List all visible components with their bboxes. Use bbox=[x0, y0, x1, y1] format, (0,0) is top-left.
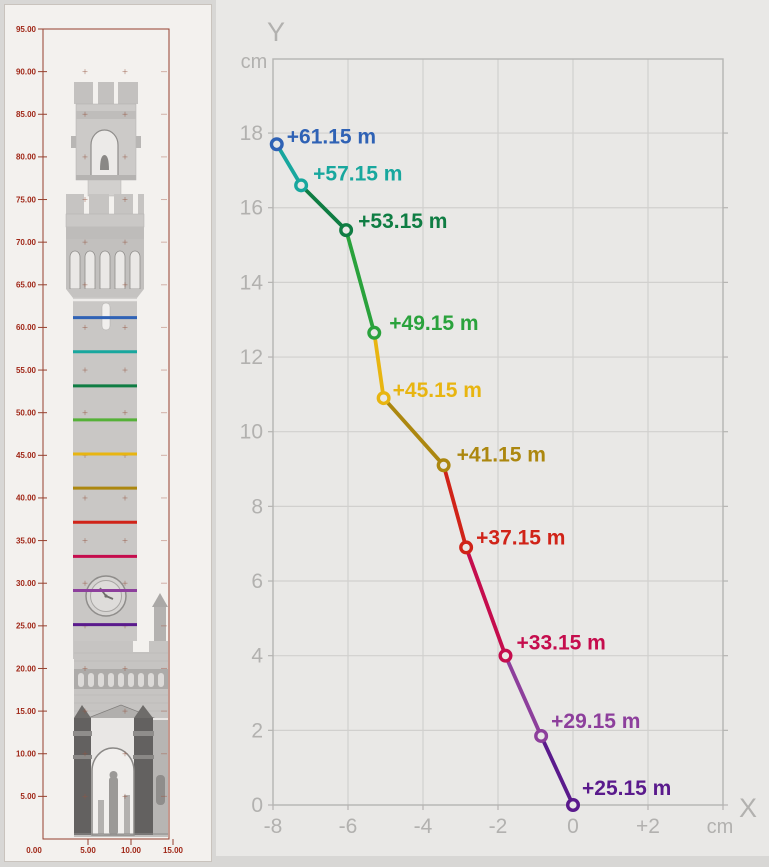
displacement-chart: +25.15 m +29.15 m +33.15 m +37.15 m +41.15 m… bbox=[240, 17, 757, 838]
displacement-segment bbox=[464, 545, 508, 658]
displacement-segment bbox=[344, 228, 377, 335]
displacement-segment bbox=[539, 734, 575, 807]
x-tick-label: -6 bbox=[339, 815, 358, 838]
point-label: +45.15 m bbox=[393, 379, 482, 402]
point-marker bbox=[498, 648, 513, 663]
elevation-label: 80.00 bbox=[16, 153, 37, 162]
y-unit-label: cm bbox=[241, 51, 268, 73]
elevation-label: 70.00 bbox=[16, 238, 37, 247]
point-label: +61.15 m bbox=[287, 125, 376, 148]
point-label: +33.15 m bbox=[517, 632, 606, 655]
displacement-polyline: +25.15 m +29.15 m +33.15 m +37.15 m +41.15 m… bbox=[269, 125, 671, 813]
elevation-label: 30.00 bbox=[16, 579, 37, 588]
elevation-label: 15.00 bbox=[16, 707, 37, 716]
point-label: +25.15 m bbox=[582, 777, 671, 800]
point-label: +49.15 m bbox=[389, 312, 478, 335]
x-axis-title: X bbox=[739, 793, 757, 823]
x-tick-label: -8 bbox=[264, 815, 283, 838]
point-marker bbox=[294, 178, 309, 193]
chart-grid bbox=[273, 59, 723, 805]
elevation-label: 65.00 bbox=[16, 281, 37, 290]
point-label: +29.15 m bbox=[551, 710, 640, 733]
y-axis-title: Y bbox=[267, 17, 285, 47]
point-marker bbox=[566, 798, 581, 813]
elevation-label: 60.00 bbox=[16, 323, 37, 332]
elevation-label: 5.00 bbox=[20, 792, 36, 801]
section-level-lines bbox=[73, 316, 137, 627]
displacement-segment bbox=[372, 330, 386, 401]
elevation-label: 95.00 bbox=[16, 25, 37, 34]
elevation-label: 25.00 bbox=[16, 622, 37, 631]
y-tick-label: 16 bbox=[240, 197, 263, 220]
displacement-segment bbox=[274, 142, 304, 188]
x-tick-label: 0 bbox=[567, 815, 579, 838]
point-marker bbox=[534, 728, 549, 743]
y-tick-label: 18 bbox=[240, 122, 263, 145]
displacement-segment bbox=[441, 463, 469, 550]
survey-grid-marks bbox=[82, 69, 167, 799]
elevation-label: 85.00 bbox=[16, 110, 37, 119]
distance-label: 15.00 bbox=[163, 846, 184, 855]
displacement-chart-panel: +25.15 m +29.15 m +33.15 m +37.15 m +41.15 m… bbox=[216, 0, 769, 856]
elevation-label: 20.00 bbox=[16, 664, 37, 673]
elevation-label: 10.00 bbox=[16, 750, 37, 759]
y-tick-label: 6 bbox=[251, 570, 263, 593]
x-tick-label: -2 bbox=[489, 815, 508, 838]
x-tick-label: +2 bbox=[636, 815, 660, 838]
x-unit-label: cm bbox=[707, 816, 734, 838]
displacement-segment bbox=[503, 653, 544, 738]
elevation-label: 40.00 bbox=[16, 494, 37, 503]
point-label: +57.15 m bbox=[313, 162, 402, 185]
distance-label: 5.00 bbox=[80, 846, 96, 855]
point-marker bbox=[339, 223, 354, 238]
point-label: +37.15 m bbox=[476, 526, 565, 549]
y-tick-label: 4 bbox=[251, 645, 263, 668]
y-tick-label: 8 bbox=[251, 495, 263, 518]
elevation-label: 45.00 bbox=[16, 451, 37, 460]
displacement-segment bbox=[381, 396, 446, 468]
elevation-label: 75.00 bbox=[16, 195, 37, 204]
point-marker bbox=[376, 391, 391, 406]
point-label: +41.15 m bbox=[457, 443, 546, 466]
tower-artwork bbox=[65, 82, 168, 837]
elevation-label: 35.00 bbox=[16, 536, 37, 545]
point-marker bbox=[367, 325, 382, 340]
y-tick-label: 0 bbox=[251, 794, 263, 817]
tower-elevation-panel: 95.00 90.00 85.00 80.00 75.00 70.00 65.00 60.00… bbox=[4, 4, 212, 862]
point-marker bbox=[459, 540, 474, 555]
elevation-axis: 95.00 90.00 85.00 80.00 75.00 70.00 65.00 60.00… bbox=[16, 25, 184, 855]
tower-elevation-drawing: 95.00 90.00 85.00 80.00 75.00 70.00 65.00 60.00… bbox=[16, 25, 184, 855]
elevation-label: 55.00 bbox=[16, 366, 37, 375]
point-label: +53.15 m bbox=[358, 210, 447, 233]
x-tick-label: -4 bbox=[414, 815, 433, 838]
elevation-label: 50.00 bbox=[16, 408, 37, 417]
distance-label: 10.00 bbox=[121, 846, 142, 855]
drawing-frame bbox=[42, 28, 170, 840]
y-tick-label: 2 bbox=[251, 719, 263, 742]
y-tick-label: 12 bbox=[240, 346, 263, 369]
chart-frame bbox=[268, 58, 728, 810]
point-marker bbox=[269, 137, 284, 152]
y-tick-label: 10 bbox=[240, 421, 263, 444]
elevation-label: 90.00 bbox=[16, 67, 37, 76]
origin-label: 0.00 bbox=[26, 846, 42, 855]
displacement-segment bbox=[299, 183, 349, 233]
y-tick-label: 14 bbox=[240, 271, 264, 294]
point-marker bbox=[436, 458, 451, 473]
